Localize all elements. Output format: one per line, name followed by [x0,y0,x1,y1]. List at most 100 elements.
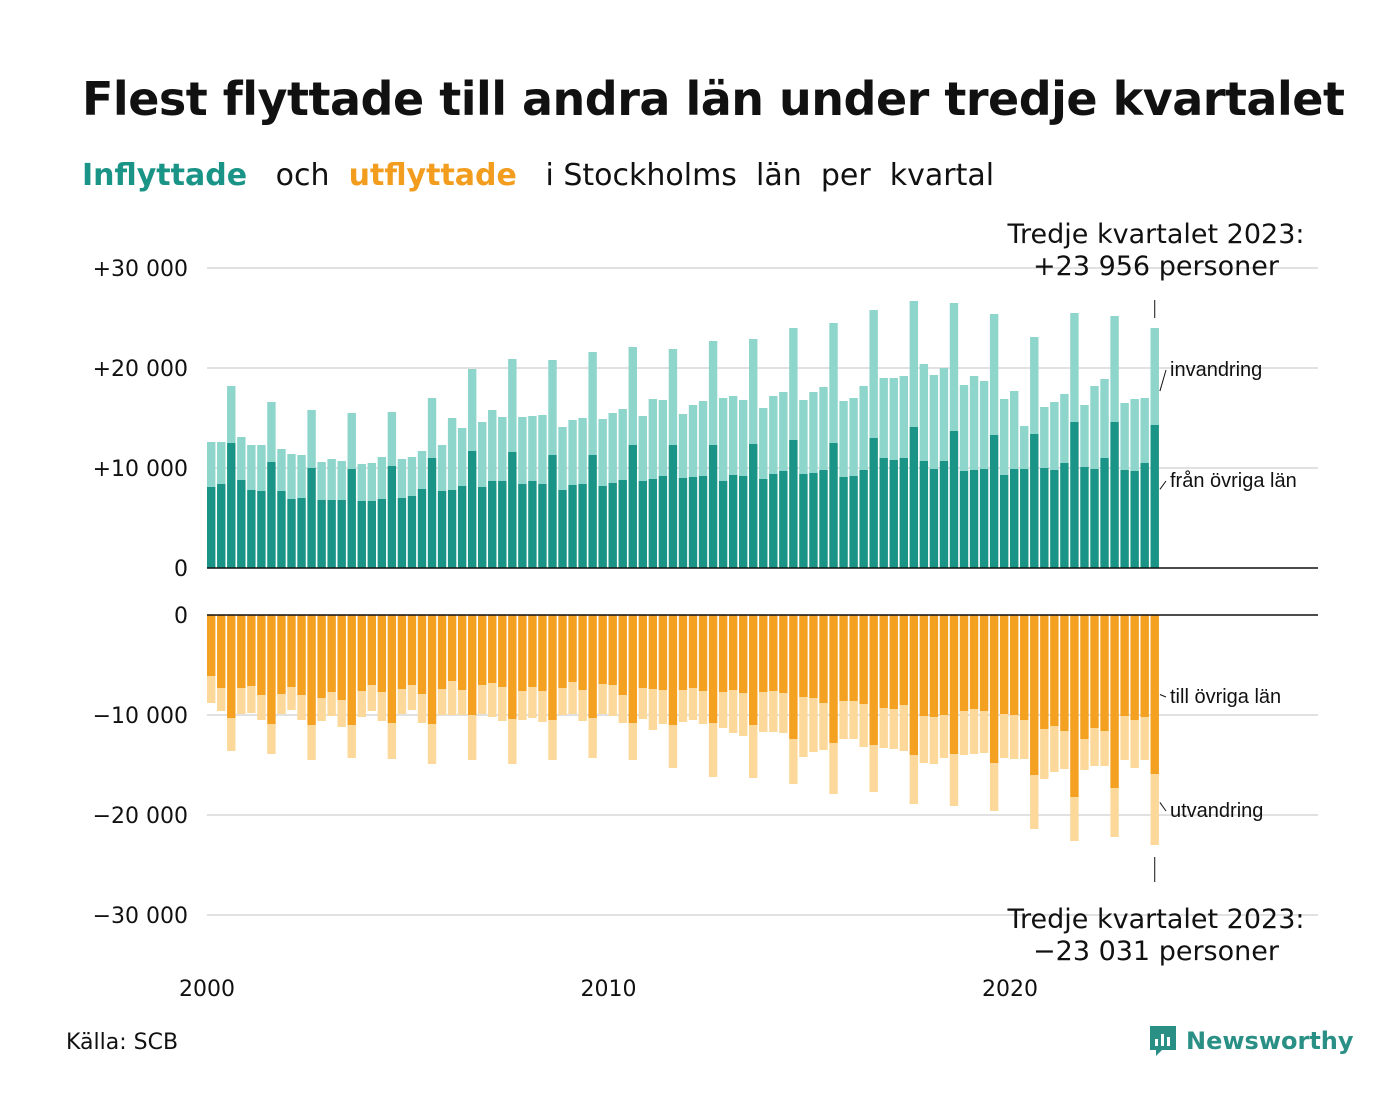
bar-immigration [488,410,497,481]
bar-immigration [478,422,487,487]
bar-to-other-counties [1010,615,1019,715]
bar-immigration [207,442,216,487]
bar-emigration [508,719,517,764]
bar-emigration [417,694,427,723]
bar-to-other-counties [498,615,507,687]
bar-to-other-counties [638,615,648,688]
bar-emigration [738,693,748,736]
bar-to-other-counties [1100,615,1109,731]
bar-to-other-counties [447,615,457,681]
bar-immigration [447,418,457,490]
bar-immigration [247,445,256,490]
bar-to-other-counties [979,615,989,711]
bar-from-other-counties [207,487,216,568]
bar-to-other-counties [678,615,688,690]
bar-emigration [528,687,537,718]
bar-emigration [437,689,447,715]
bar-from-other-counties [498,481,507,568]
bar-immigration [708,341,718,445]
bar-immigration [287,454,296,499]
bar-from-other-counties [839,477,848,568]
bar-from-other-counties [819,470,828,568]
bar-from-other-counties [1080,467,1089,568]
bar-from-other-counties [658,476,668,568]
bar-to-other-counties [839,615,848,701]
bar-to-other-counties [999,615,1009,714]
bar-to-other-counties [909,615,919,755]
bar-immigration [1060,394,1069,463]
bar-from-other-counties [1060,463,1069,568]
bar-to-other-counties [588,615,597,718]
bar-from-other-counties [1010,469,1019,568]
bar-from-other-counties [799,474,808,568]
bar-emigration [869,745,878,792]
bar-from-other-counties [437,491,447,568]
bar-from-other-counties [508,452,517,568]
bar-to-other-counties [708,615,718,723]
bar-emigration [217,688,226,711]
bar-emigration [1070,797,1079,841]
bar-emigration [498,687,507,721]
bar-to-other-counties [799,615,808,697]
bar-immigration [919,364,929,461]
bar-immigration [357,464,366,501]
bar-from-other-counties [287,499,296,568]
bar-from-other-counties [1070,422,1079,568]
bar-emigration [387,723,397,759]
bar-to-other-counties [327,615,336,692]
bar-from-other-counties [297,498,306,568]
bar-immigration [608,413,617,483]
bar-immigration [307,410,316,468]
bar-immigration [467,369,477,451]
bar-immigration [1050,402,1059,470]
bar-from-other-counties [588,455,597,568]
bar-immigration [909,301,919,427]
bar-emigration [357,691,366,717]
bar-from-other-counties [1040,468,1049,568]
y-tick-label-bottom: −10 000 [93,704,188,729]
bar-emigration [728,690,738,733]
bar-immigration [698,401,708,476]
bar-immigration [779,392,788,471]
bar-immigration [267,402,276,462]
bar-immigration [1130,399,1139,471]
bar-immigration [417,451,427,489]
bar-from-other-counties [929,469,939,568]
bar-emigration [488,683,497,717]
x-tick-label: 2010 [581,977,637,1002]
bar-emigration [247,686,256,713]
bar-emigration [588,718,597,758]
bar-emigration [467,715,477,760]
bar-emigration [267,724,276,754]
bar-immigration [528,416,537,481]
bar-to-other-counties [488,615,497,683]
bar-to-other-counties [207,615,216,676]
bar-to-other-counties [417,615,427,694]
bar-emigration [759,692,768,732]
bar-emigration [849,701,858,739]
bar-to-other-counties [809,615,818,698]
bar-emigration [628,723,637,760]
bar-immigration [999,399,1009,475]
bar-immigration [1040,407,1049,468]
bar-to-other-counties [1140,615,1149,717]
bar-emigration [1030,775,1039,829]
bar-immigration [1100,379,1109,458]
bar-from-other-counties [769,474,778,568]
bar-immigration [508,359,517,452]
bar-to-other-counties [548,615,557,720]
bar-immigration [929,375,939,469]
bar-from-other-counties [899,458,908,568]
bar-to-other-counties [819,615,828,703]
bar-immigration [568,420,577,485]
bar-immigration [1120,403,1129,470]
bar-emigration [518,691,527,720]
bar-from-other-counties [367,501,376,568]
bar-emigration [407,685,417,710]
bar-emigration [568,682,577,714]
bar-from-other-counties [467,451,477,568]
bar-from-other-counties [1100,458,1109,568]
bar-to-other-counties [1130,615,1139,720]
bar-to-other-counties [1030,615,1039,775]
bar-emigration [1050,726,1059,772]
